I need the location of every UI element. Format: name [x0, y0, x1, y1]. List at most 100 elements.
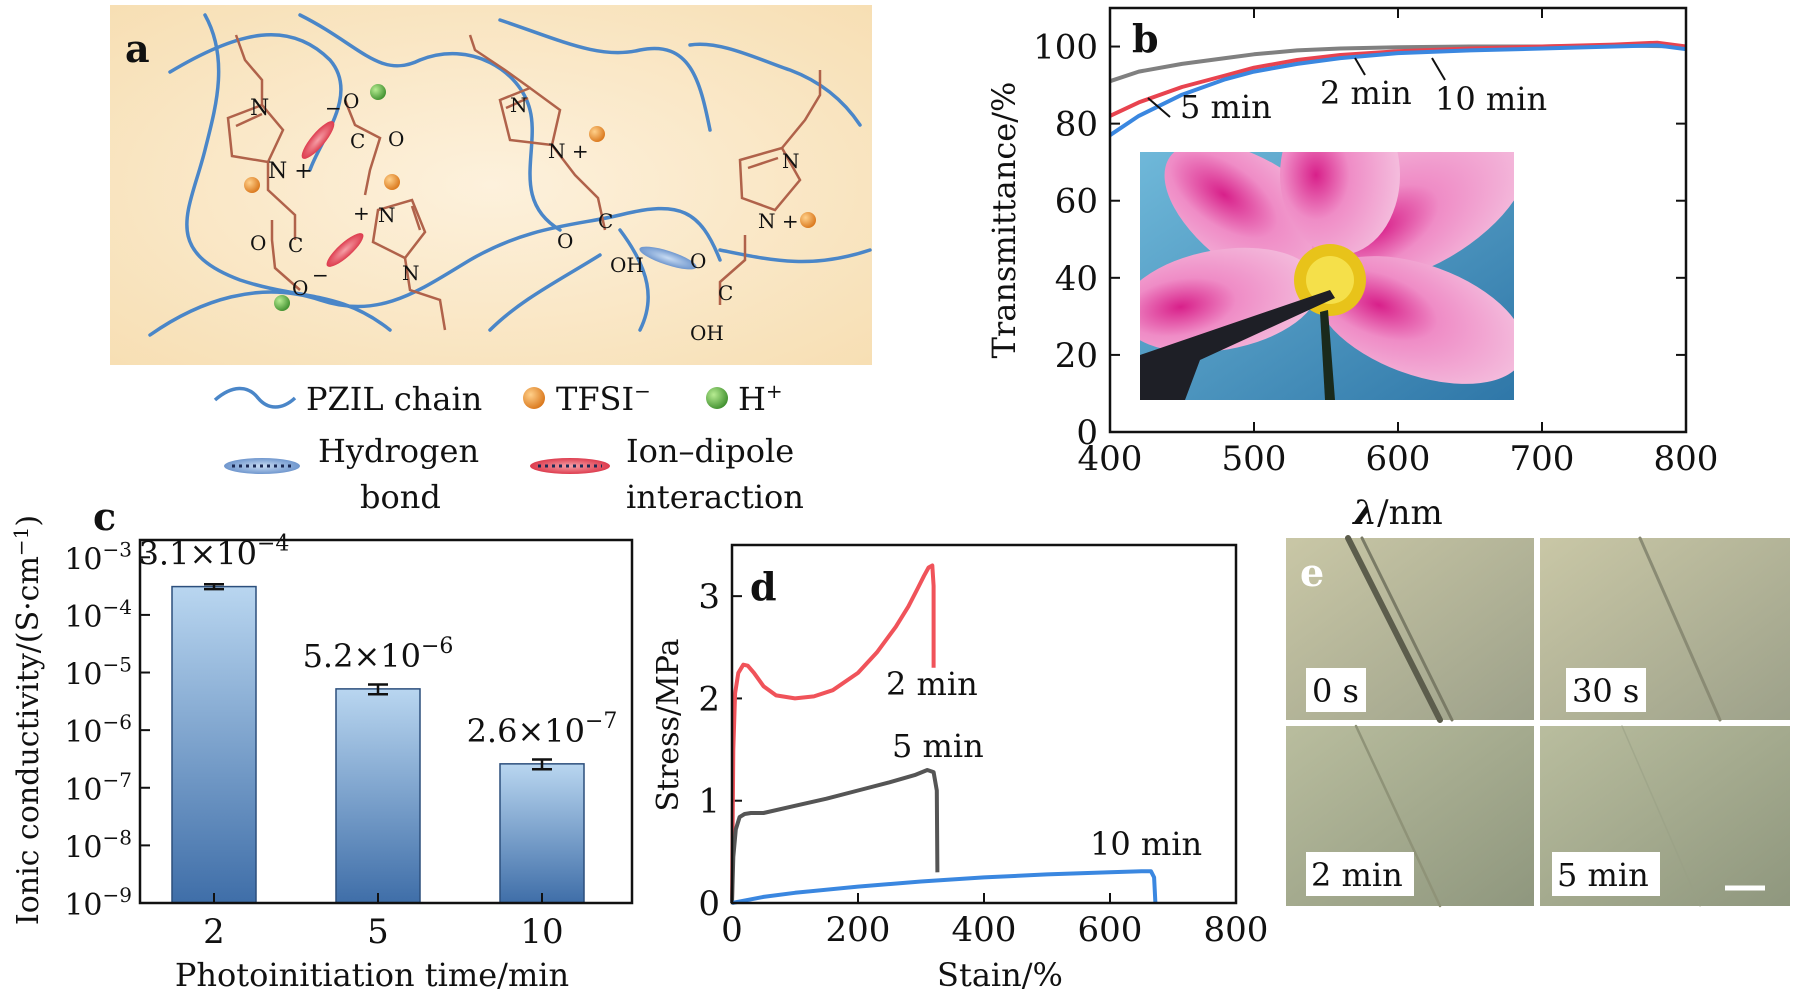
panel-d-ytick-label: 2: [698, 679, 720, 719]
micrograph-label-2min: 2 min: [1311, 856, 1403, 894]
scratch-30s: [1638, 536, 1722, 722]
ion-dipole-bond: [301, 121, 335, 159]
flower-petal: [1280, 152, 1400, 255]
imidazolium-ring-4: [738, 70, 822, 212]
panel-c-ytick-label: 10−4: [64, 595, 132, 635]
bar-5min: [335, 688, 421, 904]
imidazolium-ring-3: [468, 34, 607, 231]
panel-b-ytick-label: 40: [1055, 259, 1098, 299]
legend-h-swatch: [706, 387, 728, 409]
label-bg-2min: [1306, 852, 1414, 896]
panel-b-xtick-label: 400: [1078, 439, 1143, 479]
acid-1-oh: OH: [610, 253, 644, 277]
panel-b-xlabel-symbol: λ: [1351, 493, 1377, 533]
panel-c-xtick-label: 2: [203, 912, 225, 952]
panel-d-stress-strain-chart: 0 200 400 600 800 0 1 2 3 d 2 min 5 min 10 min S…: [651, 543, 1268, 993]
hydrogen-bond: [639, 246, 697, 270]
flower-center-inner: [1306, 256, 1354, 304]
panel-e-micrographs: e 0 s 30 s 2 min 5 min: [1286, 535, 1790, 908]
panel-c-ytick-label: 10−9: [64, 883, 132, 923]
carboxylate-2-o-bottom: O: [292, 276, 308, 300]
value-label-exp: −7: [585, 709, 617, 734]
pzil-chain-4: [498, 18, 712, 132]
panel-c-ytick-exp: −4: [103, 595, 132, 619]
panel-b-ytick-label: 0: [1076, 413, 1098, 453]
annot-2min-label: 2 min: [1320, 74, 1412, 112]
legend-hydrogen-bond-line2: bond: [360, 478, 441, 516]
label-bg-0s: [1306, 668, 1366, 712]
panel-b-ytick-label: 100: [1033, 28, 1098, 68]
tfsi-ion: [800, 212, 816, 228]
annot-10min-label: 10 min: [1435, 80, 1547, 118]
scratch-0s-shadow: [1360, 536, 1454, 722]
panel-c-ytick-label: 10−5: [64, 653, 132, 693]
value-label-exp: −6: [421, 634, 453, 659]
carboxylate-2-minus: −: [312, 263, 329, 287]
value-label-10min: 2.6×10−7: [467, 709, 618, 750]
ring-2-pentagon: [371, 198, 427, 260]
carboxylate-2-o-left: O: [250, 231, 266, 255]
flower-stem: [1320, 310, 1335, 400]
annot-2min-leader: [1354, 57, 1366, 76]
panel-a-letter: a: [125, 26, 150, 71]
ring-3-n-plus: N +: [548, 139, 589, 163]
legend-tfsi-swatch: [523, 387, 545, 409]
panel-c-frame: [138, 538, 634, 905]
carboxylate-group-2: [270, 220, 301, 291]
panel-b-series: [1108, 40, 1687, 137]
panel-d-series: [730, 563, 1158, 905]
legend-ion-dipole-line2: interaction: [626, 478, 804, 516]
ring-2-n-top: N: [378, 203, 396, 227]
acid-2-bonds: [718, 235, 747, 305]
label-bg-30s: [1566, 668, 1646, 712]
ring-4-n-top: N: [782, 149, 800, 173]
panel-d-frame: [730, 543, 1238, 905]
panel-b-xlabel: λ/nm: [1351, 493, 1442, 533]
ring-1-n-top: N: [250, 96, 269, 121]
panel-c-ytick-exp: −5: [103, 653, 132, 677]
tfsi-ion: [244, 177, 260, 193]
acid-2-c: C: [718, 281, 733, 305]
panel-d-xtick-label: 400: [952, 910, 1017, 950]
carboxylate-2-c: C: [288, 233, 303, 257]
legend-hydrogen-bond-line1: Hydrogen: [318, 432, 479, 470]
panel-c-ylabel: Ionic conductivity/(S·cm−1): [9, 515, 46, 925]
panel-c-bars: 2 3.1×10−4 5 5.2×10−6 10 2.6×10−7: [139, 532, 618, 952]
tfsi-ion: [384, 174, 400, 190]
panel-c-ytick-exp: −9: [103, 883, 132, 907]
annot-10min-leader: [1431, 57, 1446, 81]
scratch-5min: [1621, 725, 1701, 907]
imidazolium-ring-2: [371, 198, 447, 331]
panel-b-ytick-label: 60: [1055, 182, 1098, 222]
bar-10min: [499, 763, 585, 904]
carboxylate-1-minus: −: [325, 96, 342, 120]
panel-c-ytick-exp: −8: [103, 825, 132, 849]
panel-c-ytick-label: 10−3: [64, 537, 132, 577]
ring-2-n-bottom: N: [402, 261, 420, 285]
carboxylate-1-o-top: O: [343, 89, 359, 113]
panel-b-xlabel-unit: /nm: [1377, 493, 1443, 533]
panel-c-ytick-label: 10−7: [64, 768, 132, 808]
ring-1-side-chain-top: [234, 34, 264, 105]
carboxylate-1-c: C: [350, 129, 365, 153]
panel-c-ytick-base: 10: [64, 658, 102, 693]
panel-c-ytick-base: 10: [64, 830, 102, 865]
panel-c-ytick-label: 10−6: [64, 710, 132, 750]
panel-d-annot-10min: 10 min: [1090, 825, 1202, 863]
legend-h: H+: [738, 379, 783, 418]
panel-d-xlabel: Stain/%: [937, 956, 1063, 993]
panel-c-ytick-exp: −7: [103, 768, 132, 792]
legend-tfsi-text: TFSI: [556, 380, 634, 418]
pzil-chain-6: [148, 206, 722, 337]
panel-b-xtick-label: 800: [1654, 439, 1719, 479]
panel-b-ticks: 400 500 600 700 800 0 20 40 60 80 100: [1033, 8, 1718, 479]
panel-c-ylabel-sup: −1: [9, 527, 33, 556]
carboxylate-group-1: [343, 99, 382, 196]
legend-pzil-chain: PZIL chain: [306, 380, 482, 418]
series-line-2min: [730, 563, 936, 904]
panel-b-xtick-label: 600: [1366, 439, 1431, 479]
panel-b-transmittance-chart: 400 500 600 700 800 0 20 40 60 80 100 b 5 min 2 mi…: [985, 6, 1718, 533]
ring-4-side-chain: [781, 70, 822, 149]
panel-c-ticks: 10−310−410−510−610−710−810−9: [64, 537, 150, 923]
